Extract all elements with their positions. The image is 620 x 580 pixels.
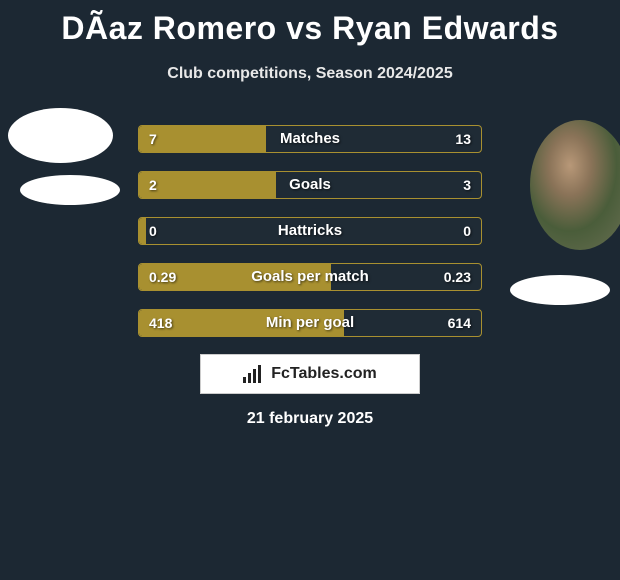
bar-label: Goals [139,172,481,198]
bar-right-value: 13 [455,126,471,152]
bar-label: Matches [139,126,481,152]
bar-row: 0.29 Goals per match 0.23 [138,263,482,291]
bar-right-value: 0 [463,218,471,244]
bar-label: Hattricks [139,218,481,244]
bar-label: Goals per match [139,264,481,290]
player-left-avatar-shadow [20,175,120,205]
bar-row: 7 Matches 13 [138,125,482,153]
bars-icon [243,365,265,383]
page-subtitle: Club competitions, Season 2024/2025 [0,65,620,83]
bar-right-value: 0.23 [444,264,471,290]
player-left-avatar [8,108,113,163]
bar-row: 418 Min per goal 614 [138,309,482,337]
logo-text: FcTables.com [271,365,377,383]
bar-row: 0 Hattricks 0 [138,217,482,245]
bar-right-value: 614 [448,310,471,336]
page-title: DÃ­az Romero vs Ryan Edwards [0,0,620,47]
player-right-avatar-shadow [510,275,610,305]
bar-row: 2 Goals 3 [138,171,482,199]
date-label: 21 february 2025 [0,410,620,428]
stats-bars: 7 Matches 13 2 Goals 3 0 Hattricks 0 0.2… [138,125,482,355]
logo-box: FcTables.com [200,354,420,394]
player-right-avatar [530,120,620,250]
bar-label: Min per goal [139,310,481,336]
bar-right-value: 3 [463,172,471,198]
